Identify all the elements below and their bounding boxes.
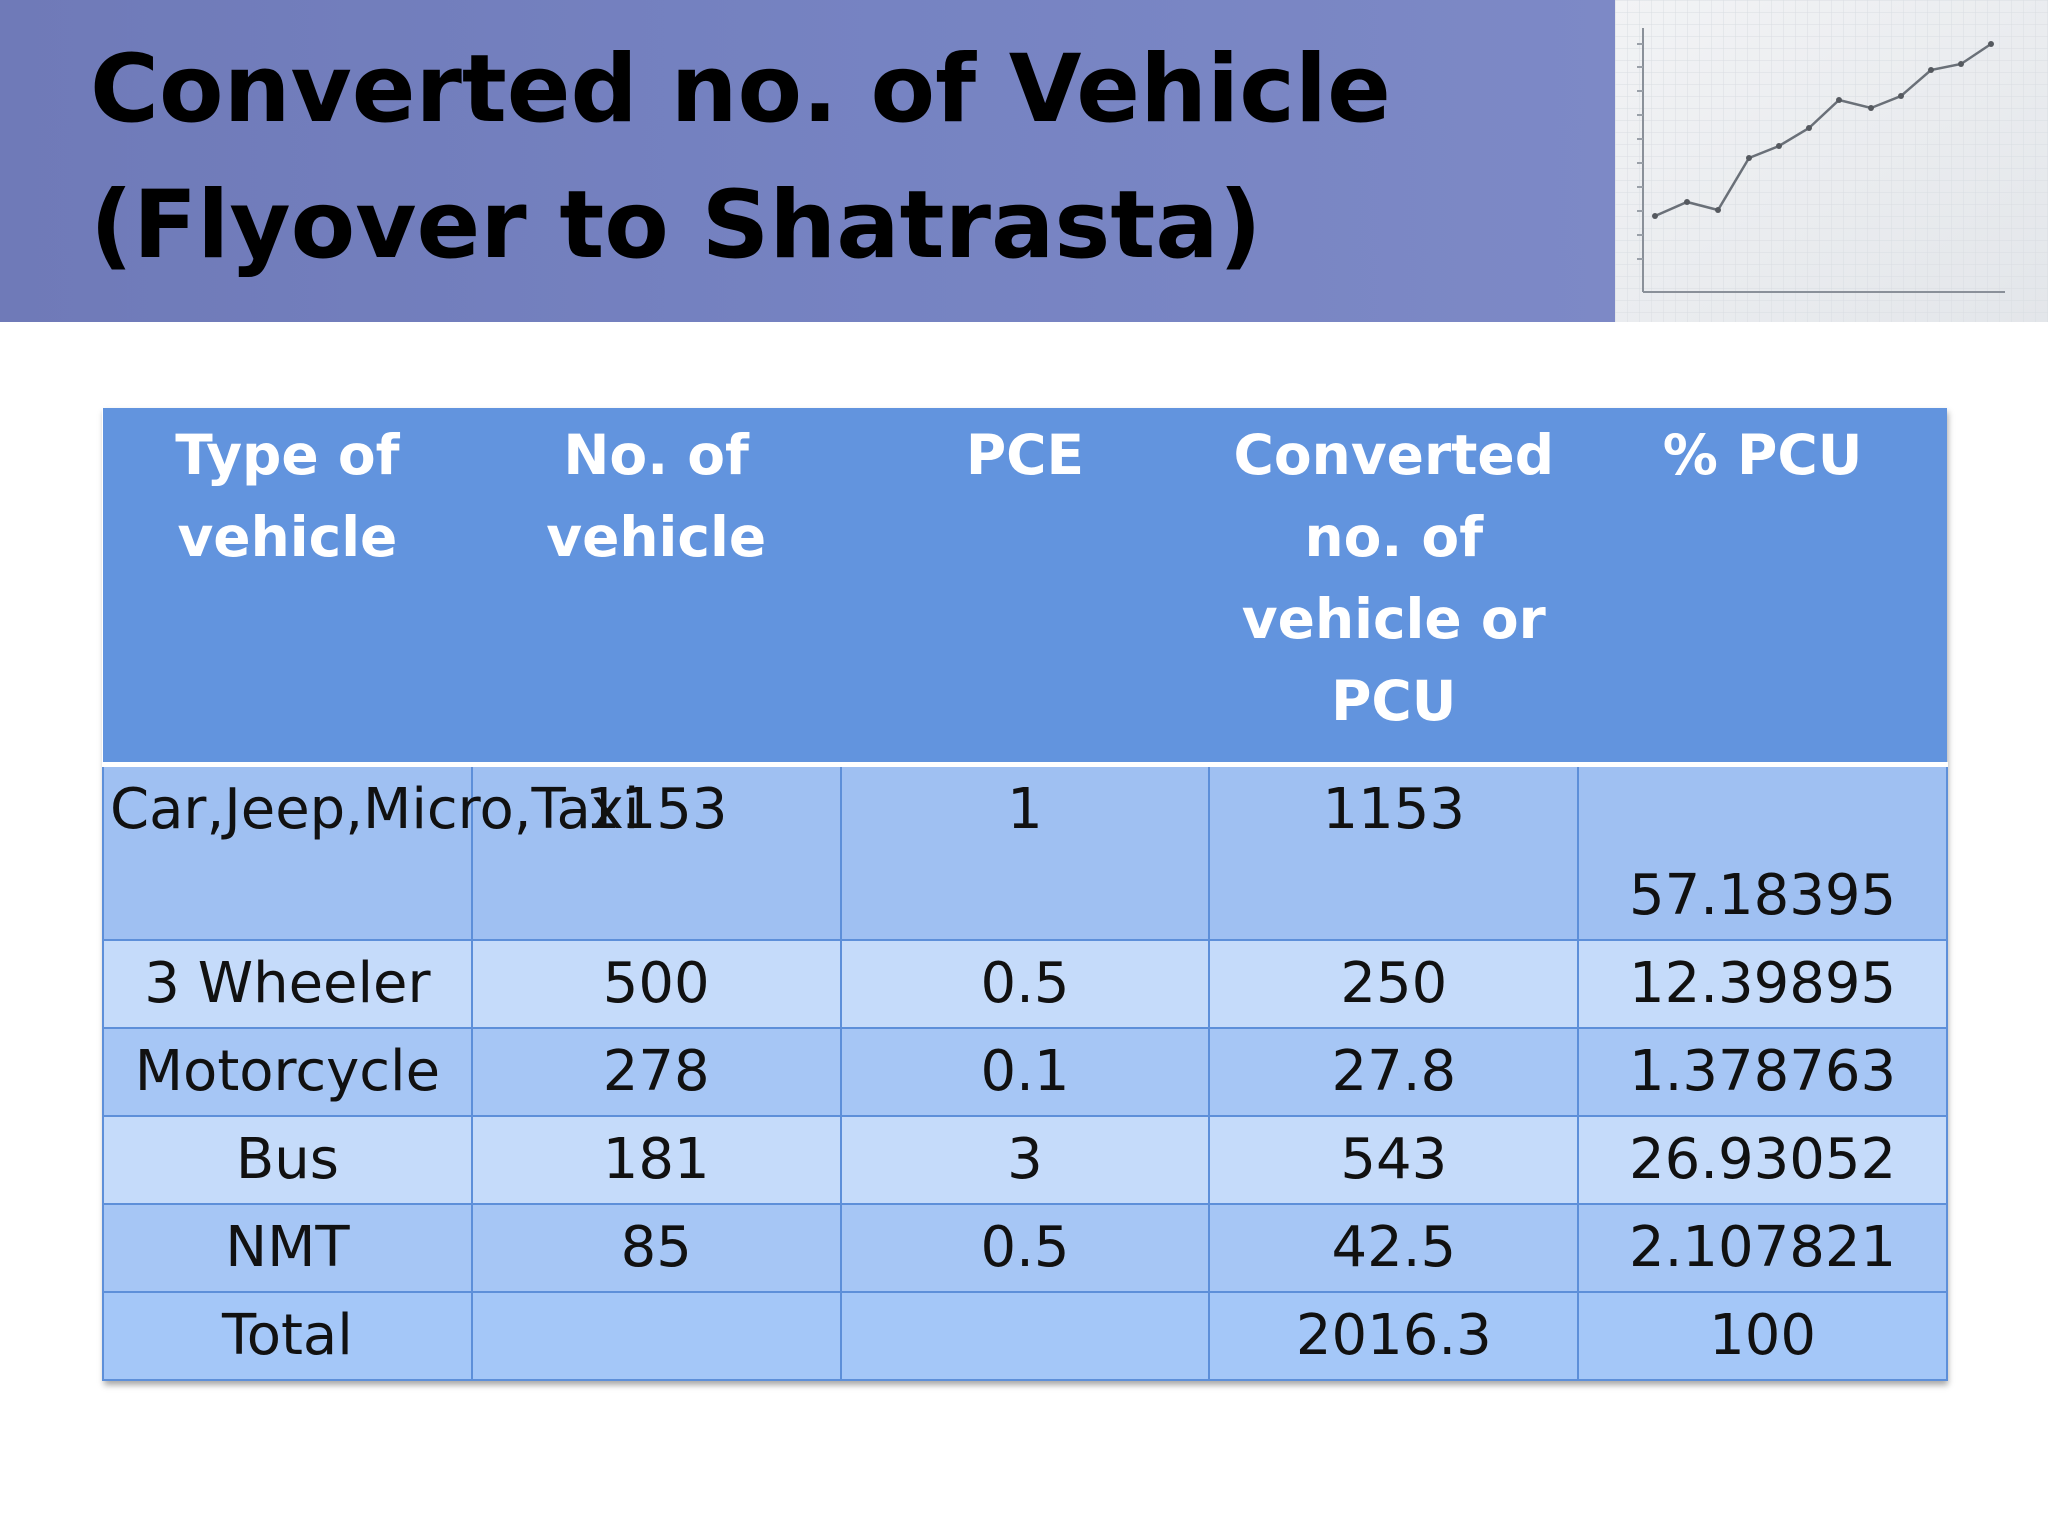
cell-vehicle-type: Motorcycle — [102, 1027, 473, 1117]
cell-vehicle-count: 85 — [470, 1203, 842, 1293]
slide-title: Converted no. of Vehicle (Flyover to Sha… — [90, 22, 1590, 294]
cell-vehicle-count: 181 — [470, 1115, 842, 1205]
cell-converted-pcu: 27.8 — [1208, 1027, 1580, 1117]
cell-vehicle-type: Car,Jeep,Micro,Taxi — [102, 763, 639, 941]
cell-percent-pcu: 57.18395 — [1577, 763, 1948, 941]
cell-converted-pcu: 1153 — [1208, 763, 1580, 941]
cell-vehicle-type: Total — [102, 1291, 473, 1381]
line-graph-photo — [1615, 0, 2048, 322]
cell-percent-pcu: 100 — [1577, 1291, 1948, 1381]
table-row: NMT 85 0.5 42.5 2.107821 — [102, 1203, 1948, 1293]
table-row: Bus 181 3 543 26.93052 — [102, 1115, 1948, 1205]
pcu-table: Type of vehicle No. of vehicle PCE Conve… — [102, 408, 1948, 1381]
cell-percent-pcu: 26.93052 — [1577, 1115, 1948, 1205]
table-row-total: Total 2016.3 100 — [102, 1291, 1948, 1381]
cell-converted-pcu: 42.5 — [1208, 1203, 1580, 1293]
cell-percent-pcu: 1.378763 — [1577, 1027, 1948, 1117]
cell-pce — [839, 1291, 1211, 1381]
cell-pce: 1 — [839, 763, 1211, 941]
column-header-pce: PCE — [840, 408, 1210, 767]
column-header-percent-pcu: % PCU — [1578, 408, 1947, 767]
title-band: Converted no. of Vehicle (Flyover to Sha… — [0, 0, 1615, 322]
cell-converted-pcu: 250 — [1208, 939, 1580, 1029]
table-row: Motorcycle 278 0.1 27.8 1.378763 — [102, 1027, 1948, 1117]
cell-vehicle-type: Bus — [102, 1115, 473, 1205]
cell-converted-pcu: 2016.3 — [1208, 1291, 1580, 1381]
cell-vehicle-count: 278 — [470, 1027, 842, 1117]
cell-vehicle-count: 500 — [470, 939, 842, 1029]
cell-vehicle-count: 1153 — [470, 763, 842, 941]
cell-percent-pcu: 2.107821 — [1577, 1203, 1948, 1293]
column-header-type-of-vehicle: Type of vehicle — [103, 408, 472, 767]
slide-title-line-2: (Flyover to Shatrasta) — [90, 171, 1262, 280]
cell-vehicle-count — [470, 1291, 842, 1381]
line-graph-icon — [1615, 0, 2048, 322]
column-header-no-of-vehicle: No. of vehicle — [471, 408, 841, 767]
cell-vehicle-type: 3 Wheeler — [102, 939, 473, 1029]
cell-vehicle-type: NMT — [102, 1203, 473, 1293]
table-row: Car,Jeep,Micro,Taxi 1153 1 1153 57.18395 — [102, 763, 1948, 941]
cell-pce: 3 — [839, 1115, 1211, 1205]
cell-pce: 0.5 — [839, 939, 1211, 1029]
cell-pce: 0.1 — [839, 1027, 1211, 1117]
cell-converted-pcu: 543 — [1208, 1115, 1580, 1205]
cell-pce: 0.5 — [839, 1203, 1211, 1293]
slide-title-line-1: Converted no. of Vehicle — [90, 35, 1391, 144]
cell-percent-pcu: 12.39895 — [1577, 939, 1948, 1029]
table-row: 3 Wheeler 500 0.5 250 12.39895 — [102, 939, 1948, 1029]
pcu-table-wrapper: Type of vehicle No. of vehicle PCE Conve… — [102, 408, 1948, 1381]
table-header-row: Type of vehicle No. of vehicle PCE Conve… — [103, 408, 1947, 767]
column-header-converted-pcu: Converted no. of vehicle or PCU — [1209, 408, 1579, 767]
